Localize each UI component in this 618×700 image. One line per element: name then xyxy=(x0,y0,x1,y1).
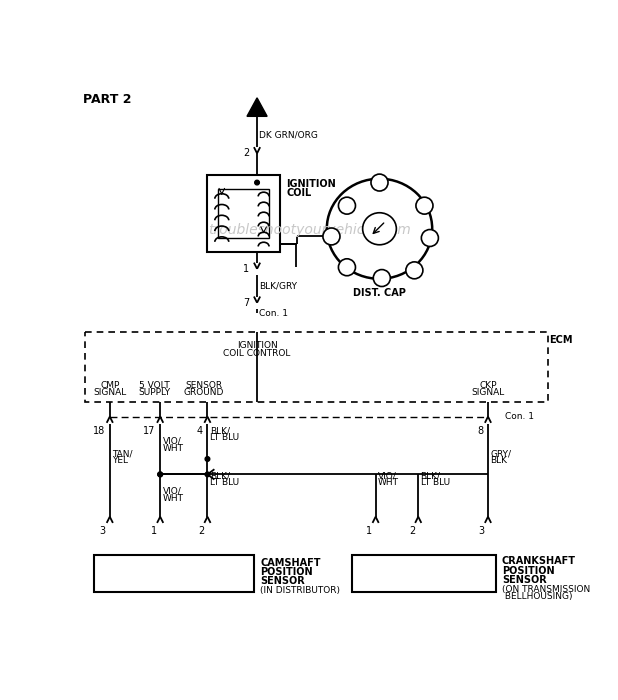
Circle shape xyxy=(205,456,210,461)
Text: PART 2: PART 2 xyxy=(83,93,132,106)
Text: CAMSHAFT: CAMSHAFT xyxy=(260,558,321,568)
Text: 4: 4 xyxy=(197,426,203,436)
Text: Con. 1: Con. 1 xyxy=(260,309,289,318)
Text: 7: 7 xyxy=(344,262,350,272)
Text: IGNITION: IGNITION xyxy=(237,342,277,350)
Text: A: A xyxy=(253,103,261,113)
Text: (IN DISTRIBUTOR): (IN DISTRIBUTOR) xyxy=(260,586,340,595)
Text: BLK/: BLK/ xyxy=(210,471,230,480)
Text: BLK/: BLK/ xyxy=(210,426,230,435)
Text: VIO/: VIO/ xyxy=(378,471,397,480)
Text: ECM: ECM xyxy=(549,335,573,345)
Text: 2: 2 xyxy=(328,232,335,242)
Text: GRY/: GRY/ xyxy=(490,449,511,458)
Text: 8: 8 xyxy=(376,178,383,188)
Circle shape xyxy=(421,230,438,246)
Text: YEL: YEL xyxy=(112,456,128,465)
Text: SENSOR: SENSOR xyxy=(185,381,222,390)
Text: VIO/: VIO/ xyxy=(163,486,181,496)
Circle shape xyxy=(323,228,340,245)
Text: VIO/: VIO/ xyxy=(163,437,181,446)
Text: DK GRN/ORG: DK GRN/ORG xyxy=(260,130,318,139)
Text: 7: 7 xyxy=(243,298,249,308)
Text: DIST. CAP: DIST. CAP xyxy=(353,288,406,298)
Text: 2: 2 xyxy=(409,526,415,536)
Text: COIL CONTROL: COIL CONTROL xyxy=(223,349,290,358)
Text: 1: 1 xyxy=(366,526,373,536)
Text: 1: 1 xyxy=(151,526,157,536)
Ellipse shape xyxy=(327,178,432,279)
Text: TAN/: TAN/ xyxy=(112,449,133,458)
Bar xyxy=(208,175,281,252)
Text: 1: 1 xyxy=(344,201,350,211)
Text: SENSOR: SENSOR xyxy=(502,575,547,585)
Text: (ON TRANSMISSION: (ON TRANSMISSION xyxy=(502,584,590,594)
Text: 1: 1 xyxy=(243,264,249,274)
Text: 17: 17 xyxy=(143,426,156,436)
Circle shape xyxy=(371,174,388,191)
Text: LT BLU: LT BLU xyxy=(210,478,239,487)
Circle shape xyxy=(373,270,391,286)
Text: 5: 5 xyxy=(379,273,385,283)
Text: 3: 3 xyxy=(427,233,433,243)
Text: CKP: CKP xyxy=(479,381,497,390)
Text: WHT: WHT xyxy=(163,444,184,453)
Text: BLK: BLK xyxy=(490,456,507,465)
Text: LT BLU: LT BLU xyxy=(421,478,450,487)
Text: BLK/GRY: BLK/GRY xyxy=(260,281,297,290)
Text: 5 VOLT: 5 VOLT xyxy=(140,381,170,390)
Circle shape xyxy=(339,259,355,276)
Text: SUPPLY: SUPPLY xyxy=(138,389,171,398)
Text: 8: 8 xyxy=(477,426,483,436)
Text: BELLHOUSING): BELLHOUSING) xyxy=(502,592,572,601)
Text: 6: 6 xyxy=(412,265,417,275)
Text: 18: 18 xyxy=(93,426,105,436)
Text: LT BLU: LT BLU xyxy=(210,433,239,442)
Text: 2: 2 xyxy=(198,526,205,536)
Circle shape xyxy=(205,472,210,477)
Circle shape xyxy=(339,197,355,214)
Text: GROUND: GROUND xyxy=(184,389,224,398)
Circle shape xyxy=(158,472,163,477)
Text: COIL: COIL xyxy=(287,188,311,198)
Text: SIGNAL: SIGNAL xyxy=(472,389,505,398)
Bar xyxy=(218,189,269,238)
Text: SENSOR: SENSOR xyxy=(260,576,305,587)
Text: IGNITION: IGNITION xyxy=(287,179,336,189)
Text: 4: 4 xyxy=(421,201,428,211)
Text: WHT: WHT xyxy=(163,494,184,503)
Text: 3: 3 xyxy=(479,526,485,536)
Text: 2: 2 xyxy=(243,148,249,158)
Circle shape xyxy=(406,262,423,279)
Text: Con. 1: Con. 1 xyxy=(505,412,534,421)
Text: POSITION: POSITION xyxy=(260,567,313,577)
Bar xyxy=(352,555,496,592)
Polygon shape xyxy=(247,98,267,116)
Text: SIGNAL: SIGNAL xyxy=(93,389,127,398)
Text: troubleshootyourvehicle.com: troubleshootyourvehicle.com xyxy=(208,223,411,237)
Text: CRANKSHAFT: CRANKSHAFT xyxy=(502,556,576,566)
Bar xyxy=(95,555,254,592)
Circle shape xyxy=(416,197,433,214)
Text: 3: 3 xyxy=(99,526,105,536)
Text: BLK/: BLK/ xyxy=(421,471,441,480)
Circle shape xyxy=(255,180,260,185)
Text: WHT: WHT xyxy=(378,478,399,487)
Text: CMP: CMP xyxy=(100,381,119,390)
Bar xyxy=(85,332,548,402)
Circle shape xyxy=(158,472,163,477)
Ellipse shape xyxy=(363,213,396,245)
Text: POSITION: POSITION xyxy=(502,566,554,575)
